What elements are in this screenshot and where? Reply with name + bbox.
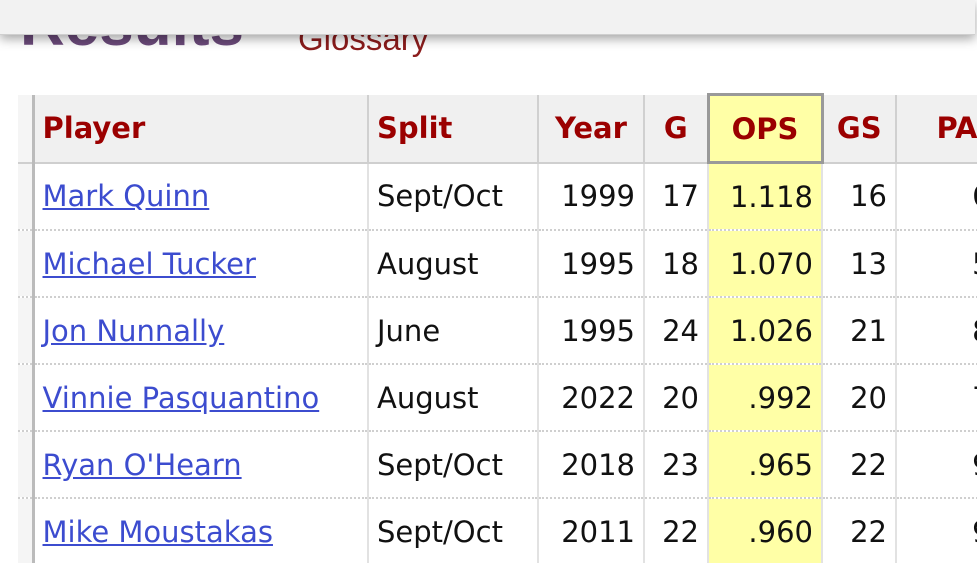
player-cell: Mike Moustakas — [33, 498, 369, 563]
stat-cell: 2018 — [538, 431, 645, 499]
stat-cell: 21 — [822, 297, 897, 365]
stat-cell: 1.026 — [708, 297, 823, 365]
table-wrapper: Player Split Year G OPS GS PA Mark Quinn Sept/O… — [18, 93, 977, 563]
player-link[interactable]: Ryan O'Hearn — [42, 447, 242, 482]
stat-cell: .965 — [708, 431, 823, 499]
stat-cell: 1.118 — [708, 162, 823, 231]
stat-cell: 82 — [896, 297, 977, 365]
player-cell: Michael Tucker — [33, 230, 369, 298]
stat-cell: 59 — [896, 230, 977, 298]
stat-cell: 22 — [822, 498, 897, 563]
stat-cell: 2011 — [538, 498, 645, 563]
stat-cell: 1995 — [538, 230, 645, 298]
stat-cell: Sept/Oct — [368, 498, 539, 563]
column-header: GS — [822, 94, 897, 164]
results-table: Player Split Year G OPS GS PA Mark Quinn Sept/O… — [18, 93, 977, 563]
row-stub — [18, 498, 35, 563]
stat-cell: 13 — [822, 230, 897, 298]
row-stub — [18, 364, 35, 432]
column-header: Split — [368, 94, 539, 164]
player-link[interactable]: Michael Tucker — [42, 246, 256, 281]
row-stub — [18, 230, 35, 298]
stat-cell: 1.070 — [708, 230, 823, 298]
stat-cell: 22 — [822, 431, 897, 499]
stat-cell: 20 — [822, 364, 897, 432]
player-link[interactable]: Mike Moustakas — [42, 514, 273, 549]
stat-cell: 2022 — [538, 364, 645, 432]
stat-cell: 1995 — [538, 297, 645, 365]
column-header: OPS — [706, 93, 824, 164]
stat-cell: June — [368, 297, 539, 365]
stat-cell: 65 — [896, 162, 977, 231]
stat-cell: 24 — [644, 297, 709, 365]
column-header: PA — [896, 94, 977, 164]
stat-cell: 92 — [896, 498, 977, 563]
player-cell: Mark Quinn — [33, 162, 369, 231]
stat-cell: 20 — [644, 364, 709, 432]
stat-cell: 17 — [644, 162, 709, 231]
stat-cell: Sept/Oct — [368, 431, 539, 499]
player-cell: Jon Nunnally — [33, 297, 369, 365]
player-link[interactable]: Vinnie Pasquantino — [42, 380, 320, 415]
player-cell: Vinnie Pasquantino — [33, 364, 369, 432]
stat-cell: August — [368, 230, 539, 298]
popup-bar — [0, 0, 975, 35]
stat-cell: 23 — [644, 431, 709, 499]
stat-cell: 18 — [644, 230, 709, 298]
column-header: G — [644, 94, 709, 164]
stat-cell: 16 — [822, 162, 897, 231]
row-stub — [18, 431, 35, 499]
player-cell: Ryan O'Hearn — [33, 431, 369, 499]
stat-cell: Sept/Oct — [368, 162, 539, 231]
stat-cell: 22 — [644, 498, 709, 563]
player-link[interactable]: Jon Nunnally — [42, 313, 225, 348]
stat-cell: .992 — [708, 364, 823, 432]
column-header: Player — [33, 94, 369, 164]
stat-cell: 1999 — [538, 162, 645, 231]
stat-cell: 79 — [896, 364, 977, 432]
stat-cell: .960 — [708, 498, 823, 563]
table-body: Mark QuinnSept/Oct1999171.1181665Michael… — [18, 162, 977, 563]
stat-cell: 92 — [896, 431, 977, 499]
stat-cell: August — [368, 364, 539, 432]
row-stub — [18, 162, 35, 231]
column-header: Year — [538, 94, 645, 164]
header-row: Player Split Year G OPS GS PA — [18, 93, 977, 164]
player-link[interactable]: Mark Quinn — [42, 179, 210, 214]
row-stub — [18, 297, 35, 365]
header-stub — [18, 94, 35, 164]
